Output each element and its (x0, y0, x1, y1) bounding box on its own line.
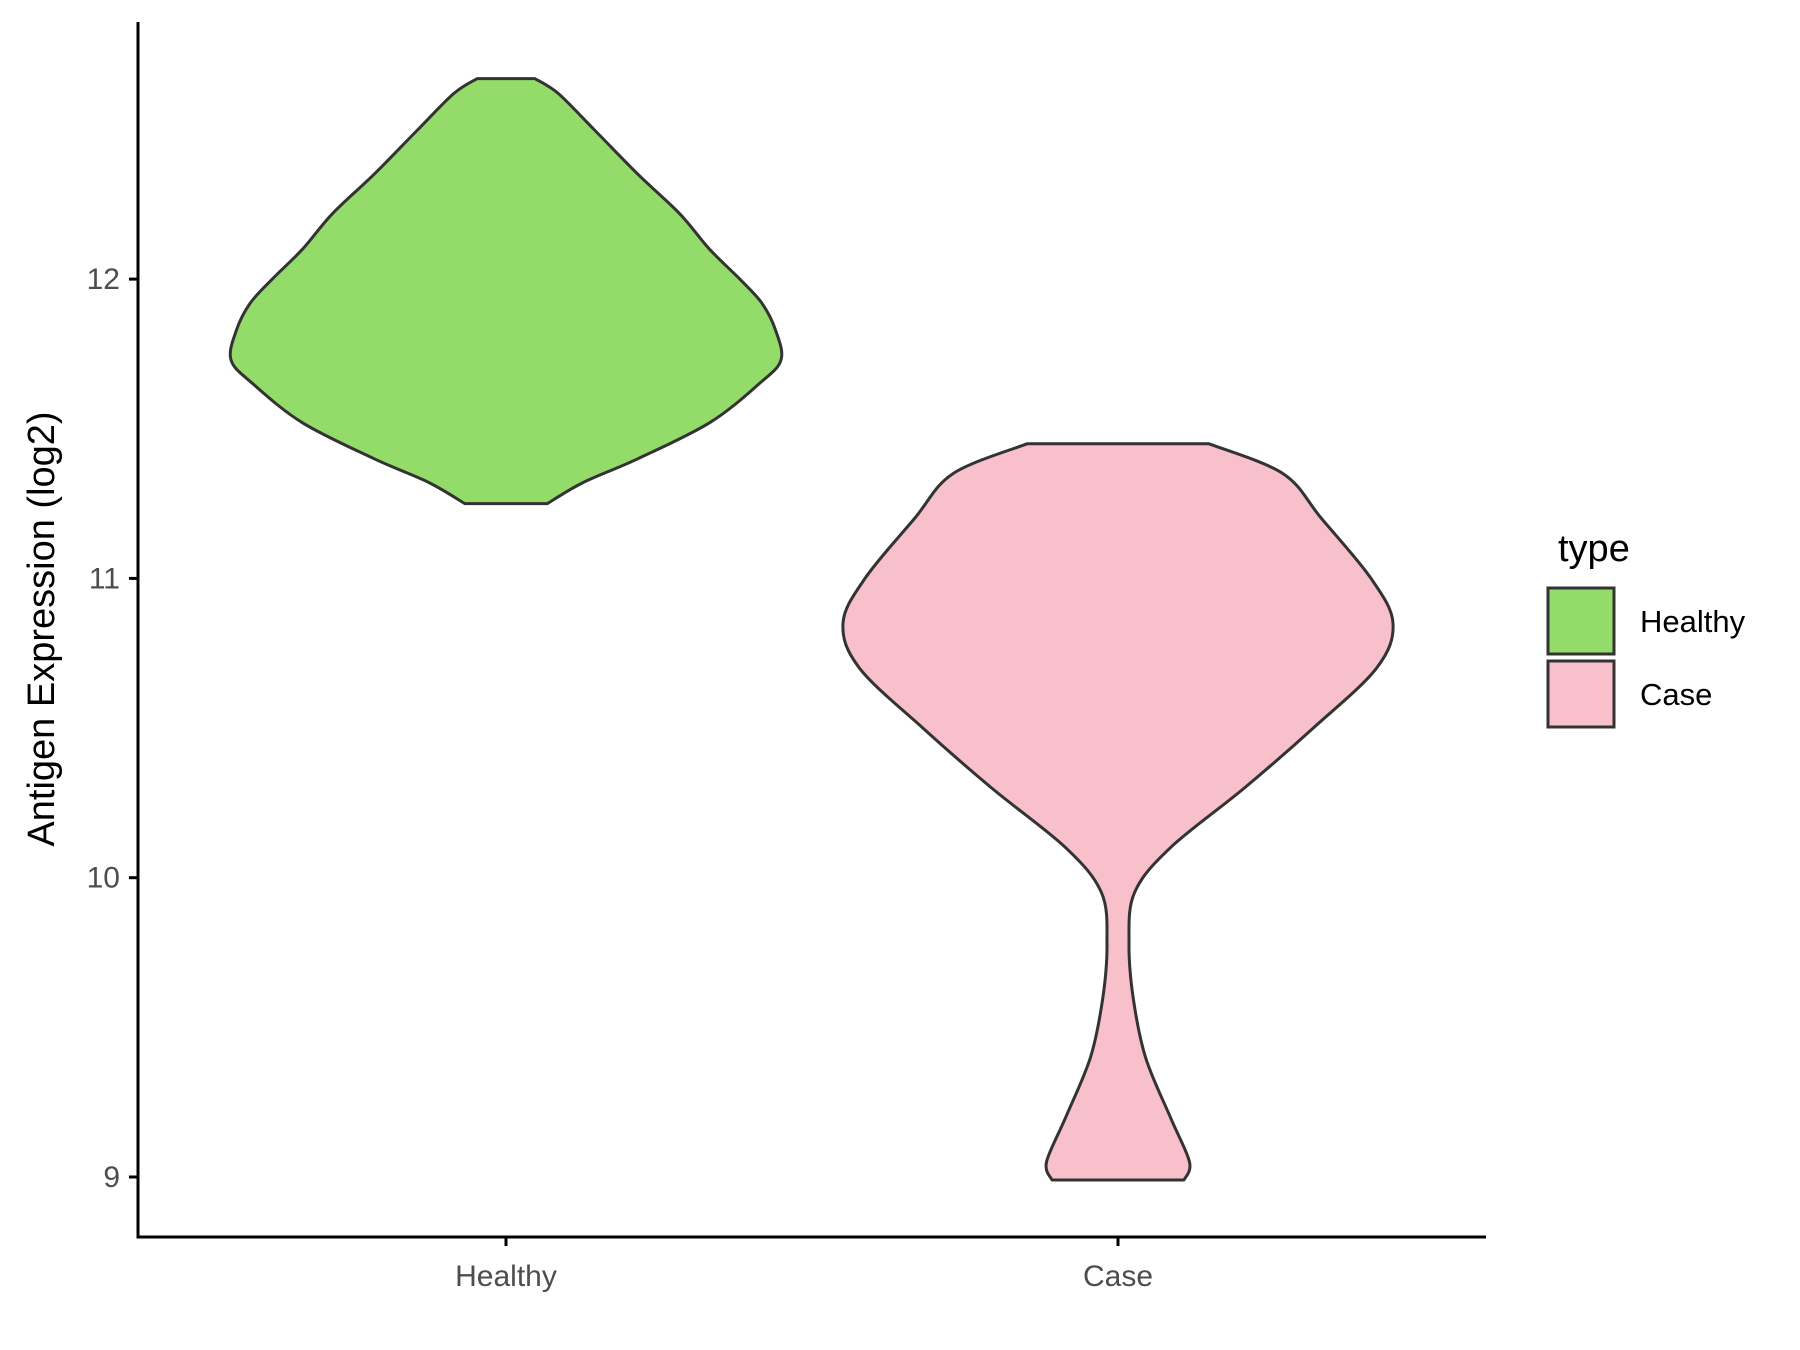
y-axis-ticks: 9 10 11 12 (87, 263, 138, 1194)
x-axis-ticks: Healthy Case (455, 1237, 1153, 1293)
x-tick-label: Case (1083, 1260, 1153, 1293)
violin-healthy (228, 77, 784, 506)
y-tick-label: 9 (103, 1161, 120, 1194)
legend: type Healthy Case (1546, 528, 1746, 729)
y-tick-label: 12 (87, 263, 120, 296)
legend-label-case: Case (1640, 677, 1712, 712)
y-tick-label: 10 (87, 862, 120, 895)
legend-swatch-case (1546, 659, 1616, 729)
legend-entries: Healthy Case (1546, 586, 1746, 729)
legend-title: type (1558, 528, 1630, 570)
y-tick-label: 11 (89, 562, 120, 595)
x-tick-label: Healthy (455, 1260, 557, 1293)
legend-swatch-healthy (1546, 586, 1616, 656)
violin-layer (228, 77, 1395, 1182)
y-axis-title: Antigen Expression (log2) (21, 411, 63, 846)
violin-case (841, 442, 1395, 1182)
legend-label-healthy: Healthy (1640, 604, 1746, 639)
